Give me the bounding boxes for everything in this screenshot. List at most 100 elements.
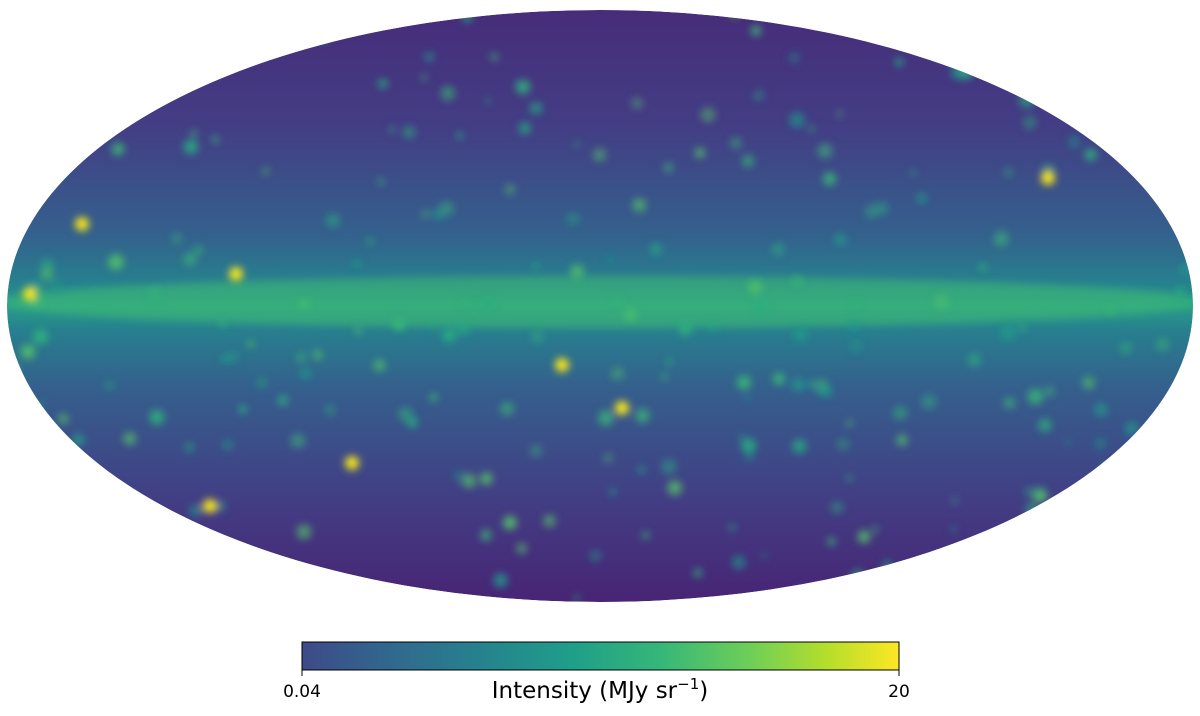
source-blob bbox=[1156, 338, 1169, 351]
source-blob bbox=[55, 10, 70, 19]
source-blob bbox=[299, 367, 312, 380]
source-blob bbox=[529, 444, 543, 457]
source-blob bbox=[1125, 421, 1139, 436]
source-blob bbox=[420, 73, 428, 82]
source-blob bbox=[1003, 167, 1013, 177]
source-blob bbox=[290, 433, 306, 449]
source-blob bbox=[1067, 74, 1079, 86]
source-blob bbox=[543, 514, 556, 528]
source-blob bbox=[61, 451, 72, 462]
source-blob bbox=[398, 406, 413, 422]
source-blob bbox=[1025, 502, 1038, 516]
source-blob bbox=[453, 470, 466, 483]
source-blob bbox=[183, 139, 199, 154]
source-blob bbox=[756, 302, 768, 315]
source-blob bbox=[1103, 484, 1111, 492]
source-blob bbox=[979, 35, 990, 47]
source-blob bbox=[407, 417, 418, 428]
source-blob bbox=[47, 113, 60, 125]
source-blob bbox=[345, 595, 352, 602]
source-blob bbox=[1024, 487, 1034, 497]
source-blob bbox=[632, 198, 647, 212]
source-blob bbox=[827, 537, 836, 546]
source-blob bbox=[1044, 386, 1055, 397]
source-blob bbox=[489, 52, 499, 62]
source-blob bbox=[1124, 40, 1133, 50]
source-blob bbox=[846, 419, 853, 427]
source-blob bbox=[1119, 341, 1132, 355]
source-blob bbox=[149, 409, 165, 425]
source-blob bbox=[951, 497, 959, 504]
source-blob bbox=[32, 55, 40, 62]
colorbar-tick-label: 20 bbox=[888, 682, 910, 702]
source-blob bbox=[1180, 263, 1192, 275]
source-blob bbox=[694, 147, 705, 158]
source-blob bbox=[788, 52, 800, 64]
source-blob bbox=[493, 573, 508, 588]
source-blob bbox=[1121, 517, 1137, 533]
source-blob bbox=[300, 299, 309, 309]
source-blob bbox=[661, 373, 668, 381]
source-blob bbox=[1087, 509, 1102, 523]
source-blob bbox=[429, 324, 437, 331]
source-blob bbox=[480, 529, 492, 541]
source-blob bbox=[312, 349, 323, 360]
source-blob bbox=[736, 375, 752, 390]
source-blob bbox=[566, 212, 580, 226]
source-blob bbox=[893, 405, 908, 421]
source-blob bbox=[72, 433, 85, 447]
source-blob bbox=[789, 112, 805, 128]
source-blob bbox=[741, 438, 757, 454]
source-blob bbox=[9, 594, 18, 602]
source-blob bbox=[761, 552, 768, 560]
source-blob bbox=[1048, 88, 1060, 99]
source-blob bbox=[52, 280, 63, 292]
source-blob bbox=[1102, 463, 1116, 478]
source-blob bbox=[678, 322, 692, 336]
source-blob bbox=[834, 233, 847, 246]
source-blob bbox=[66, 139, 81, 154]
source-blob bbox=[1034, 487, 1043, 496]
source-blob bbox=[612, 295, 623, 306]
source-blob bbox=[325, 213, 341, 228]
source-blob bbox=[482, 298, 494, 310]
source-blob bbox=[317, 27, 332, 42]
source-blob bbox=[573, 594, 581, 602]
source-blob bbox=[642, 531, 650, 539]
source-blob bbox=[504, 184, 516, 195]
bright-source bbox=[229, 267, 243, 281]
source-blob bbox=[218, 320, 226, 328]
source-blob bbox=[611, 367, 625, 381]
bright-source bbox=[23, 287, 37, 301]
source-blob bbox=[1144, 537, 1159, 552]
source-blob bbox=[516, 543, 527, 554]
source-blob bbox=[728, 523, 736, 532]
source-blob bbox=[58, 413, 69, 424]
source-blob bbox=[808, 125, 815, 132]
source-blob bbox=[978, 263, 987, 272]
source-blob bbox=[1000, 324, 1016, 340]
source-blob bbox=[1067, 135, 1081, 149]
colorbar-label: Intensity (MJy sr−1) bbox=[492, 675, 709, 704]
source-blob bbox=[1020, 535, 1034, 549]
source-blob bbox=[603, 453, 613, 464]
source-blob bbox=[531, 330, 544, 343]
bright-source bbox=[1041, 171, 1055, 185]
bright-source bbox=[75, 217, 89, 231]
source-blob bbox=[424, 52, 434, 62]
source-blob bbox=[1072, 564, 1083, 575]
source-blob bbox=[337, 587, 346, 596]
source-blob bbox=[183, 252, 197, 266]
source-blob bbox=[883, 560, 892, 569]
source-blob bbox=[19, 138, 30, 149]
source-blob bbox=[950, 525, 958, 534]
source-blob bbox=[741, 154, 755, 168]
source-blob bbox=[104, 380, 115, 391]
source-blob bbox=[128, 492, 136, 500]
colorbar-tick-label: 0.04 bbox=[283, 682, 321, 702]
source-blob bbox=[730, 137, 742, 150]
source-blob bbox=[598, 410, 614, 426]
source-blob bbox=[848, 322, 859, 333]
source-blob bbox=[33, 105, 47, 119]
source-blob bbox=[708, 321, 719, 333]
